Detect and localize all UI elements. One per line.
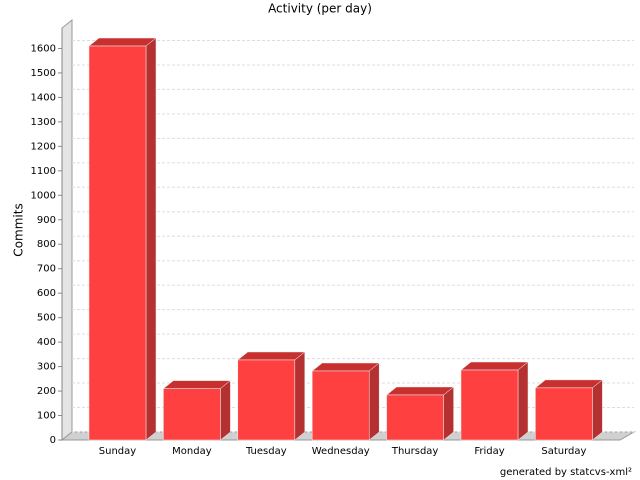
bar xyxy=(535,387,593,441)
x-tick-label: Monday xyxy=(172,446,212,457)
y-tick-label: 1500 xyxy=(31,68,56,79)
y-tick-label: 1200 xyxy=(31,141,56,152)
credit: generated by statcvs-xml² xyxy=(500,467,632,478)
bar-side xyxy=(368,362,380,441)
x-tick-label: Thursday xyxy=(391,446,439,457)
bar xyxy=(88,45,147,441)
bar-top xyxy=(237,351,306,361)
bar xyxy=(386,394,444,441)
bar-top xyxy=(460,361,529,371)
bar-top xyxy=(534,379,604,389)
x-tick-label: Wednesday xyxy=(312,446,370,457)
y-tick-label: 1300 xyxy=(31,117,56,128)
side-wall xyxy=(61,18,73,442)
bar xyxy=(311,370,370,441)
bar-top xyxy=(162,380,232,389)
bar-top xyxy=(88,37,157,47)
bar-side xyxy=(443,386,454,441)
bar-side xyxy=(220,380,231,441)
y-tick-label: 1000 xyxy=(31,190,56,201)
y-tick-label: 600 xyxy=(37,288,56,299)
bar xyxy=(237,359,296,441)
y-tick-label: 1600 xyxy=(31,43,56,54)
y-axis-label: Commits xyxy=(12,203,26,256)
chart-title: Activity (per day) xyxy=(268,2,372,16)
y-tick-label: 100 xyxy=(37,411,56,422)
x-tick-label: Friday xyxy=(474,446,504,457)
bar-top xyxy=(311,362,380,372)
bar xyxy=(163,388,221,441)
x-tick-label: Sunday xyxy=(99,446,136,457)
bar-top xyxy=(385,386,455,396)
y-tick-label: 0 xyxy=(50,435,56,446)
y-tick-label: 700 xyxy=(37,264,56,275)
y-tick-label: 800 xyxy=(37,239,56,250)
bar-side xyxy=(517,361,529,441)
bar xyxy=(460,369,519,441)
bar-side xyxy=(294,351,306,441)
bar-side xyxy=(145,37,157,441)
bar-side xyxy=(592,379,603,441)
y-tick-label: 500 xyxy=(37,313,56,324)
y-tick-label: 400 xyxy=(37,337,56,348)
x-tick-label: Saturday xyxy=(541,446,586,457)
y-tick-label: 1100 xyxy=(31,166,56,177)
y-tick-label: 900 xyxy=(37,215,56,226)
y-tick-label: 300 xyxy=(37,362,56,373)
x-tick-label: Tuesday xyxy=(245,446,287,457)
y-tick-label: 1400 xyxy=(31,92,56,103)
y-tick-label: 200 xyxy=(37,386,56,397)
